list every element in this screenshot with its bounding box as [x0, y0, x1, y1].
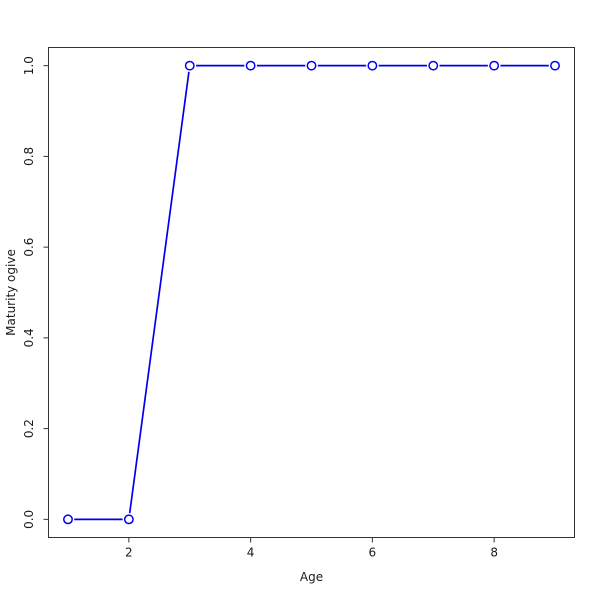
y-axis-tick-label: 0.2: [22, 419, 36, 438]
data-point-marker: [367, 60, 378, 71]
x-axis-tick-label: 2: [125, 546, 133, 560]
y-axis-title: Maturity ogive: [4, 249, 18, 336]
y-axis-tick-label: 0.4: [22, 328, 36, 347]
x-axis-tick-label: 6: [369, 546, 377, 560]
data-point-marker: [123, 514, 134, 525]
data-point-marker: [306, 60, 317, 71]
data-point-marker: [550, 60, 560, 71]
plot-border-box: [48, 47, 575, 538]
y-axis-tick-label: 0.0: [22, 510, 36, 529]
data-point-marker: [428, 60, 439, 71]
x-axis-tick-label: 8: [490, 546, 498, 560]
data-point-marker: [63, 514, 73, 525]
data-point-marker: [184, 60, 195, 71]
y-axis-tick-label: 1.0: [22, 56, 36, 75]
x-axis-title: Age: [300, 570, 323, 584]
data-point-marker: [245, 60, 256, 71]
x-axis-tick-label: 4: [247, 546, 255, 560]
data-line: [67, 64, 556, 521]
y-axis-tick-label: 0.6: [22, 238, 36, 257]
y-axis-tick-label: 0.8: [22, 147, 36, 166]
data-point-marker: [489, 60, 500, 71]
